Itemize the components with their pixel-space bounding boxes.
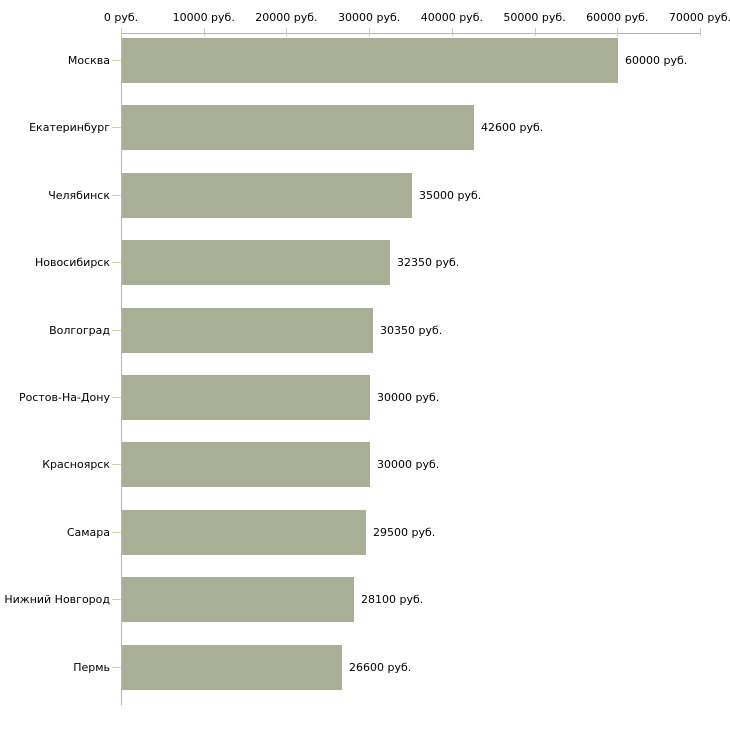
x-axis-tick — [286, 28, 288, 36]
y-axis-tick — [112, 464, 121, 465]
y-axis-tick — [112, 127, 121, 128]
bar-row: Ростов-На-Дону 30000 руб. — [0, 375, 730, 420]
bar — [122, 173, 412, 218]
bar-row: Нижний Новгород 28100 руб. — [0, 577, 730, 622]
category-label: Москва — [67, 54, 110, 67]
value-label: 29500 руб. — [373, 526, 436, 539]
y-axis-tick — [112, 195, 121, 196]
value-label: 28100 руб. — [361, 593, 424, 606]
bar — [122, 105, 474, 150]
y-axis-line — [121, 33, 122, 705]
category-label: Пермь — [73, 661, 110, 674]
x-axis-tick — [534, 28, 536, 36]
value-label: 60000 руб. — [625, 54, 688, 67]
x-axis-tick-label: 50000 руб. — [503, 11, 566, 24]
x-axis-tick-label: 70000 руб. — [668, 11, 730, 24]
x-axis-tick-label: 30000 руб. — [338, 11, 401, 24]
bar-row: Новосибирск 32350 руб. — [0, 240, 730, 285]
bar — [122, 375, 370, 420]
y-axis-tick — [112, 667, 121, 668]
value-label: 26600 руб. — [349, 661, 412, 674]
bar — [122, 577, 354, 622]
bar-row: Самара 29500 руб. — [0, 510, 730, 555]
y-axis-tick — [112, 60, 121, 61]
bar — [122, 442, 370, 487]
category-label: Красноярск — [42, 458, 110, 471]
value-label: 35000 руб. — [419, 189, 482, 202]
category-label: Новосибирск — [34, 256, 110, 269]
x-axis-tick — [451, 28, 453, 36]
category-label: Волгоград — [49, 324, 110, 337]
x-axis-tick — [203, 28, 205, 36]
category-label: Ростов-На-Дону — [18, 391, 110, 404]
bar-row: Екатеринбург 42600 руб. — [0, 105, 730, 150]
bar — [122, 38, 618, 83]
x-axis-tick — [617, 28, 619, 36]
y-axis-tick — [112, 532, 121, 533]
y-axis-tick — [112, 397, 121, 398]
x-axis-tick-label: 20000 руб. — [255, 11, 318, 24]
x-axis-tick-label: 10000 руб. — [172, 11, 235, 24]
value-label: 30000 руб. — [377, 458, 440, 471]
bar-row: Волгоград 30350 руб. — [0, 308, 730, 353]
category-label: Екатеринбург — [29, 121, 110, 134]
category-label: Челябинск — [48, 189, 110, 202]
bar — [122, 308, 373, 353]
x-axis-tick-label: 0 руб. — [103, 11, 139, 24]
value-label: 42600 руб. — [481, 121, 544, 134]
value-label: 32350 руб. — [397, 256, 460, 269]
x-axis-tick — [369, 28, 371, 36]
y-axis-tick — [112, 262, 121, 263]
x-axis-tick-label: 60000 руб. — [586, 11, 649, 24]
category-label: Нижний Новгород — [4, 593, 110, 606]
y-axis-tick — [112, 330, 121, 331]
value-label: 30350 руб. — [380, 324, 443, 337]
bar — [122, 510, 366, 555]
y-axis-tick — [112, 599, 121, 600]
bar-row: Красноярск 30000 руб. — [0, 442, 730, 487]
x-axis-tick — [700, 28, 701, 36]
bar-row: Москва 60000 руб. — [0, 38, 730, 83]
value-label: 30000 руб. — [377, 391, 440, 404]
bar-row: Пермь 26600 руб. — [0, 645, 730, 690]
bar — [122, 240, 390, 285]
category-label: Самара — [66, 526, 110, 539]
x-axis-tick — [121, 28, 122, 36]
bar — [122, 645, 342, 690]
x-axis-line — [121, 33, 701, 34]
bar-row: Челябинск 35000 руб. — [0, 173, 730, 218]
x-axis-tick-label: 40000 руб. — [420, 11, 483, 24]
